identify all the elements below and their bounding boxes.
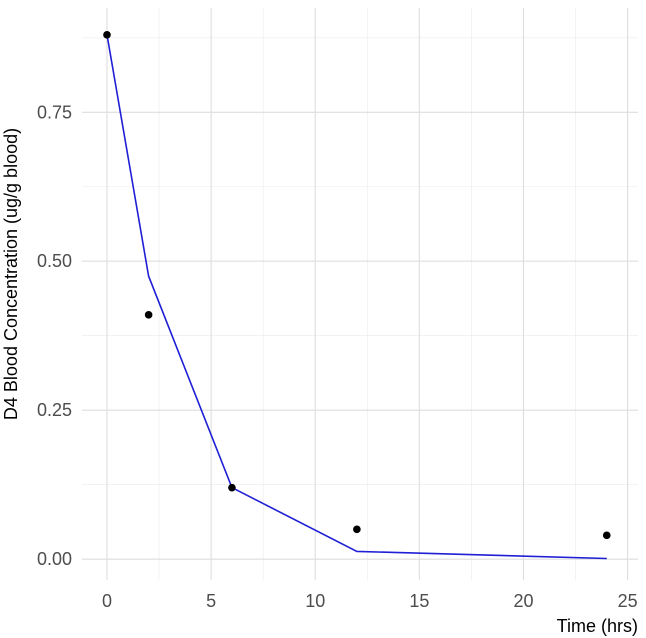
fitted-curve [106, 34, 607, 560]
y-tick-label: 0.00 [37, 549, 72, 569]
observed-points [103, 31, 611, 540]
y-tick-label: 0.25 [37, 400, 72, 420]
x-tick-label: 25 [618, 591, 638, 611]
x-tick-label: 20 [513, 591, 533, 611]
data-point [602, 531, 611, 540]
x-axis-title: Time (hrs) [557, 616, 638, 636]
x-tick-label: 0 [102, 591, 112, 611]
x-tick-label: 5 [206, 591, 216, 611]
x-tick-label: 10 [305, 591, 325, 611]
minor-gridlines [82, 8, 638, 580]
x-tick-label: 15 [409, 591, 429, 611]
y-axis-tick-labels: 0.00 0.25 0.50 0.75 [37, 102, 72, 569]
y-tick-label: 0.75 [37, 102, 72, 122]
major-gridlines [82, 8, 638, 580]
y-axis-title: D4 Blood Concentration (ug/g blood) [1, 128, 21, 420]
x-axis-tick-labels: 0 5 10 15 20 25 [102, 591, 638, 611]
y-tick-label: 0.50 [37, 251, 72, 271]
data-point [103, 31, 111, 39]
data-point [228, 483, 236, 492]
data-point [144, 311, 153, 319]
data-point [353, 525, 361, 534]
fitted-line [106, 34, 607, 560]
